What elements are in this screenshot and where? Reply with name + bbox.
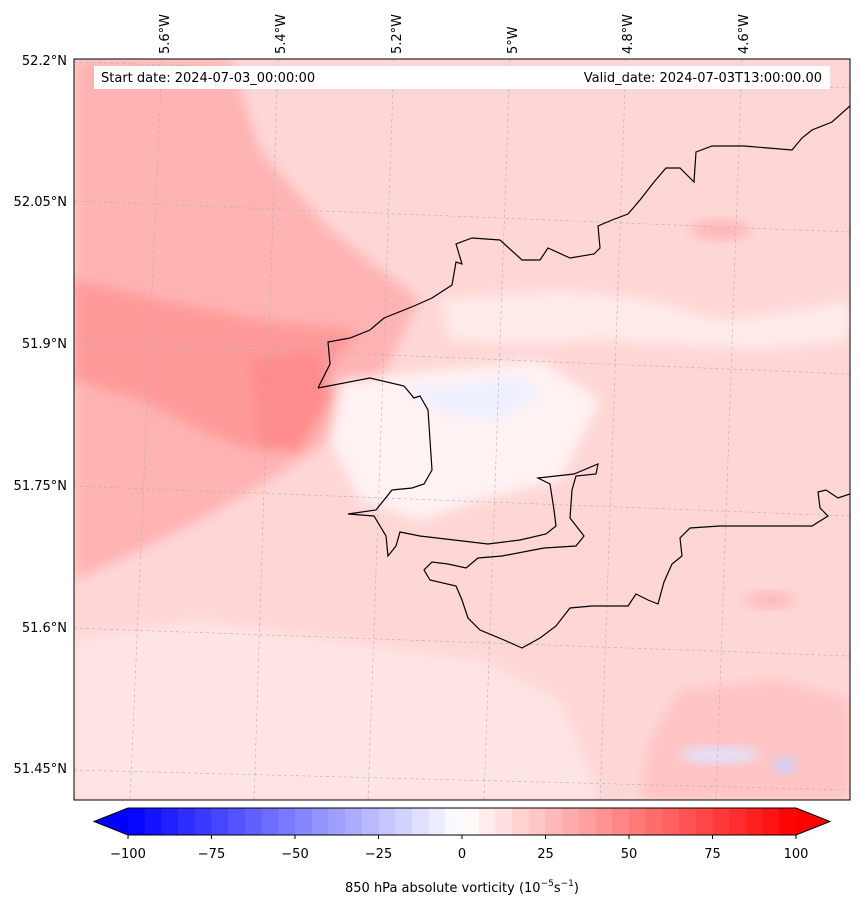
coastline-south: [317, 377, 850, 649]
colorbar-tick-label: 100: [784, 847, 809, 862]
colorbar-cell: [345, 808, 363, 835]
field-weak-region: [330, 360, 600, 520]
colorbar-cell: [595, 808, 613, 835]
colorbar-cell: [244, 808, 263, 835]
colorbar-cell: [428, 808, 446, 835]
colorbar-tick-label: −100: [110, 847, 146, 862]
lat-label: 52.2°N: [22, 54, 67, 69]
colorbar-cells: [128, 808, 797, 835]
colorbar-tick-label: −25: [365, 847, 392, 862]
colorbar-cell: [612, 808, 630, 835]
colorbar-tick-label: 50: [621, 847, 638, 862]
colorbar-cell: [712, 808, 730, 835]
colorbar-cell: [194, 808, 213, 835]
colorbar-label: 850 hPa absolute vorticity (10−5s−1): [345, 879, 579, 896]
vorticity-field: [74, 59, 850, 800]
colorbar: −100 −75 −50 −25 0 25 50 75 100 850 hPa absolute…: [92, 807, 832, 896]
lon-label: 5°W: [506, 26, 521, 54]
colorbar-cell: [645, 808, 663, 835]
colorbar-cell: [495, 808, 513, 835]
lat-label: 52.05°N: [14, 195, 67, 210]
colorbar-tick-label: 25: [537, 847, 554, 862]
colorbar-cell: [662, 808, 680, 835]
field-light-south: [74, 620, 600, 800]
latitude-labels: 52.2°N 52.05°N 51.9°N 51.75°N 51.6°N 51.…: [14, 54, 67, 777]
colorbar-cell: [295, 808, 313, 835]
date-banner: [94, 66, 830, 89]
colorbar-cell: [462, 808, 480, 835]
colorbar-cell: [228, 808, 246, 835]
colorbar-low-extend: [94, 808, 128, 835]
lat-label: 51.9°N: [22, 337, 67, 352]
colorbar-cell: [361, 808, 380, 835]
colorbar-ticks: −100 −75 −50 −25 0 25 50 75 100: [110, 835, 808, 862]
colorbar-tick-label: −75: [198, 847, 225, 862]
colorbar-cell: [161, 808, 179, 835]
field-max-core: [250, 350, 330, 450]
lat-label: 51.75°N: [14, 479, 67, 494]
colorbar-cell: [278, 808, 296, 835]
colorbar-tick-label: 0: [458, 847, 466, 862]
colorbar-cell: [512, 808, 530, 835]
colorbar-cell: [629, 808, 647, 835]
colorbar-cell: [578, 808, 597, 835]
field-negative-dot: [773, 757, 797, 773]
colorbar-tick-label: −50: [281, 847, 308, 862]
coastline-north: [317, 105, 850, 389]
field-negative-patch: [400, 375, 540, 420]
colorbar-cell: [695, 808, 714, 835]
colorbar-cell: [445, 808, 463, 835]
colorbar-cell: [545, 808, 563, 835]
map-panel[interactable]: Start date: 2024-07-03_00:00:00 Valid_da…: [73, 58, 851, 801]
lat-label: 51.45°N: [14, 762, 67, 777]
colorbar-tick-label: 75: [704, 847, 721, 862]
colorbar-cell: [328, 808, 346, 835]
lon-label: 5.6°W: [158, 14, 173, 54]
colorbar-cell: [762, 808, 780, 835]
colorbar-cell: [562, 808, 580, 835]
longitude-labels: 5.6°W 5.4°W 5.2°W 5°W 4.8°W 4.6°W: [158, 14, 752, 54]
colorbar-cell: [144, 808, 162, 835]
colorbar-cell: [478, 808, 496, 835]
colorbar-cell: [128, 808, 146, 835]
lon-label: 4.6°W: [737, 14, 752, 54]
field-streaks: [440, 290, 850, 350]
colorbar-cell: [211, 808, 229, 835]
colorbar-cell: [528, 808, 547, 835]
field-positive-spot: [745, 592, 795, 608]
field-positive-streak: [690, 220, 750, 240]
colorbar-cell: [311, 808, 329, 835]
colorbar-cell: [395, 808, 413, 835]
colorbar-cell: [679, 808, 697, 835]
lat-label: 51.6°N: [22, 621, 67, 636]
colorbar-cell: [779, 808, 797, 835]
colorbar-cell: [729, 808, 747, 835]
lon-label: 5.4°W: [274, 14, 289, 54]
coastline: [317, 105, 850, 649]
lon-label: 4.8°W: [621, 14, 636, 54]
valid-date-label: Valid_date: 2024-07-03T13:00:00.00: [584, 71, 822, 86]
colorbar-cell: [178, 808, 196, 835]
colorbar-cell: [378, 808, 396, 835]
colorbar-cell: [745, 808, 764, 835]
gridlines: [74, 59, 850, 800]
map-frame: [73, 58, 851, 801]
colorbar-high-extend: [796, 808, 830, 835]
colorbar-cell: [411, 808, 430, 835]
colorbar-cell: [261, 808, 279, 835]
start-date-label: Start date: 2024-07-03_00:00:00: [101, 71, 315, 86]
field-negative-southeast: [680, 747, 760, 763]
lon-label: 5.2°W: [390, 14, 405, 54]
field-southeast: [640, 680, 850, 800]
